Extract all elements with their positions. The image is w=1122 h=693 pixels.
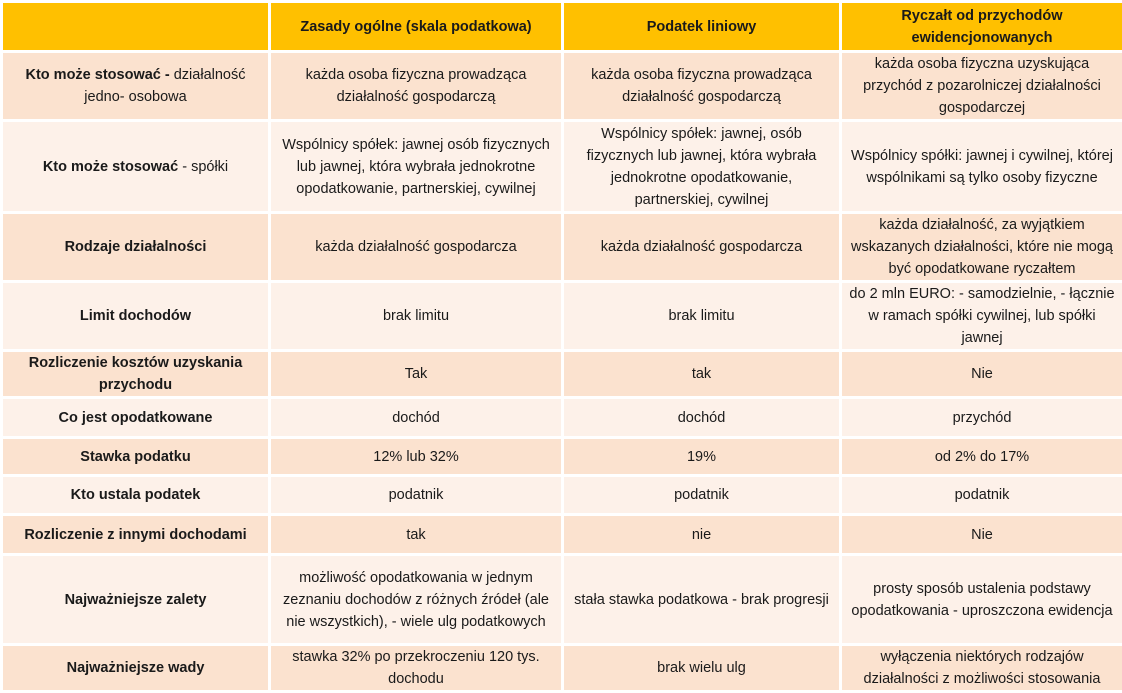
table-cell: prosty sposób ustalenia podstawy opodatk… <box>841 555 1122 645</box>
table-cell: możliwość opodatkowania w jednym zeznani… <box>270 555 563 645</box>
table-row: Rozliczenie kosztów uzyskania przychodu T… <box>2 351 1122 398</box>
table-cell: Nie <box>841 515 1122 555</box>
table-cell: 12% lub 32% <box>270 438 563 476</box>
table-cell: każda osoba fizyczna prowadząca działaln… <box>563 52 841 121</box>
row-label-bold: Stawka podatku <box>80 449 190 465</box>
table-cell: stała stawka podatkowa - brak progresji <box>563 555 841 645</box>
header-general-rules: Zasady ogólne (skala podatkowa) <box>270 2 563 52</box>
table-cell: do 2 mln EURO: - samodzielnie, - łącznie… <box>841 282 1122 351</box>
row-label-normal: - spółki <box>178 159 228 175</box>
row-label: Kto ustala podatek <box>2 476 270 515</box>
header-empty <box>2 2 270 52</box>
table-cell: Wspólnicy spółek: jawnej osób fizycznych… <box>270 121 563 213</box>
table-row: Najważniejsze wady stawka 32% po przekroc… <box>2 645 1122 692</box>
table-row: Stawka podatku 12% lub 32%19%od 2% do 17% <box>2 438 1122 476</box>
table-cell: podatnik <box>841 476 1122 515</box>
table-cell: Wspólnicy spółki: jawnej i cywilnej, któ… <box>841 121 1122 213</box>
table-row: Rodzaje działalności każda działalność go… <box>2 213 1122 282</box>
table-cell: brak limitu <box>563 282 841 351</box>
table-cell: wyłączenia niektórych rodzajów działalno… <box>841 645 1122 692</box>
row-label-bold: Co jest opodatkowane <box>59 410 213 426</box>
table-cell: każda osoba fizyczna uzyskująca przychód… <box>841 52 1122 121</box>
table-cell: od 2% do 17% <box>841 438 1122 476</box>
table-cell: tak <box>563 351 841 398</box>
row-label: Kto może stosować - spółki <box>2 121 270 213</box>
table-cell: brak limitu <box>270 282 563 351</box>
row-label: Stawka podatku <box>2 438 270 476</box>
table-cell: podatnik <box>270 476 563 515</box>
table-cell: każda działalność gospodarcza <box>563 213 841 282</box>
row-label: Co jest opodatkowane <box>2 398 270 438</box>
row-label-bold: Kto może stosować <box>43 159 178 175</box>
table-cell: przychód <box>841 398 1122 438</box>
table-cell: brak wielu ulg <box>563 645 841 692</box>
table-cell: 19% <box>563 438 841 476</box>
row-label-bold: Limit dochodów <box>80 308 191 324</box>
table-cell: podatnik <box>563 476 841 515</box>
table-row: Kto może stosować - działalność jedno- o… <box>2 52 1122 121</box>
table-cell: każda działalność, za wyjątkiem wskazany… <box>841 213 1122 282</box>
header-row: Zasady ogólne (skala podatkowa) Podatek … <box>2 2 1122 52</box>
row-label-bold: Kto może stosować - <box>26 67 170 83</box>
row-label-bold: Rodzaje działalności <box>65 239 207 255</box>
row-label-bold: Kto ustala podatek <box>71 487 201 503</box>
header-flat-tax: Podatek liniowy <box>563 2 841 52</box>
table-cell: każda osoba fizyczna prowadząca działaln… <box>270 52 563 121</box>
header-lump-sum: Ryczałt od przychodów ewidencjonowanych <box>841 2 1122 52</box>
row-label: Rozliczenie kosztów uzyskania przychodu <box>2 351 270 398</box>
row-label-bold: Rozliczenie kosztów uzyskania przychodu <box>29 355 243 393</box>
table-cell: Wspólnicy spółek: jawnej, osób fizycznyc… <box>563 121 841 213</box>
table-cell: stawka 32% po przekroczeniu 120 tys. doc… <box>270 645 563 692</box>
row-label: Rodzaje działalności <box>2 213 270 282</box>
row-label-bold: Najważniejsze zalety <box>65 592 207 608</box>
row-label-bold: Rozliczenie z innymi dochodami <box>24 527 246 543</box>
table-cell: Tak <box>270 351 563 398</box>
table-cell: dochód <box>563 398 841 438</box>
table-row: Najważniejsze zalety możliwość opodatkowa… <box>2 555 1122 645</box>
table-cell: nie <box>563 515 841 555</box>
table-cell: każda działalność gospodarcza <box>270 213 563 282</box>
table-cell: Nie <box>841 351 1122 398</box>
row-label: Limit dochodów <box>2 282 270 351</box>
row-label: Rozliczenie z innymi dochodami <box>2 515 270 555</box>
table-cell: dochód <box>270 398 563 438</box>
row-label: Kto może stosować - działalność jedno- o… <box>2 52 270 121</box>
row-label: Najważniejsze wady <box>2 645 270 692</box>
row-label: Najważniejsze zalety <box>2 555 270 645</box>
row-label-bold: Najważniejsze wady <box>67 660 205 676</box>
table-cell: tak <box>270 515 563 555</box>
